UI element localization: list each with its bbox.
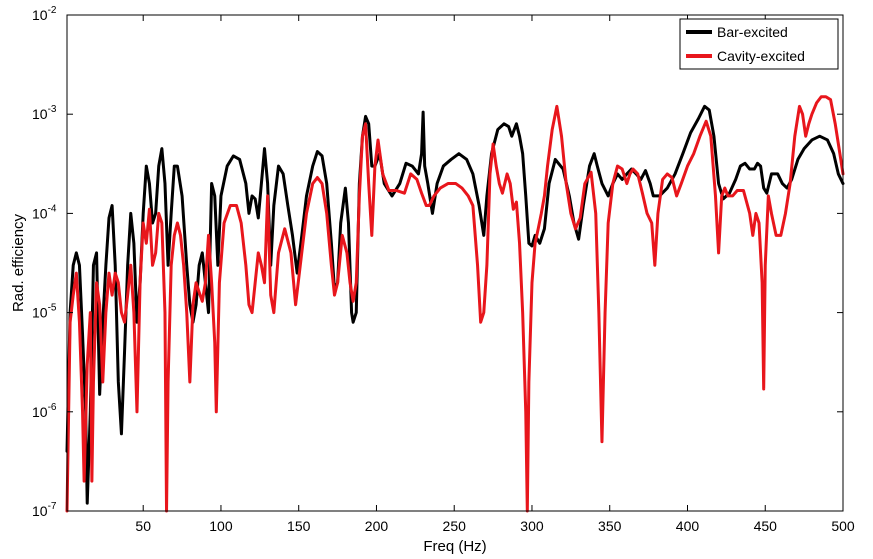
x-tick-label: 500: [831, 518, 855, 534]
y-tick-label: 10-3: [32, 104, 57, 122]
y-axis-title: Rad. efficiency: [10, 213, 27, 312]
x-tick-label: 350: [598, 518, 622, 534]
x-tick-label: 150: [287, 518, 311, 534]
y-tick-label: 10-2: [32, 5, 57, 23]
y-tick-label: 10-7: [32, 501, 57, 519]
x-tick-label: 250: [443, 518, 467, 534]
x-tick-label: 50: [135, 518, 151, 534]
series-layer: [65, 95, 845, 513]
legend-box: [679, 18, 839, 70]
tick-layer: 50 100 150 200 250 300 350 400 450 500 10-7 10-6 10-…: [32, 5, 855, 534]
x-tick-label: 100: [209, 518, 233, 534]
series-line-cavity-excited: [65, 95, 845, 513]
x-tick-label: 400: [676, 518, 700, 534]
x-tick-label: 300: [520, 518, 544, 534]
x-tick-label: 200: [365, 518, 389, 534]
y-tick-label: 10-4: [32, 203, 57, 221]
y-tick-label: 10-5: [32, 303, 57, 321]
plot-frame: [66, 14, 844, 512]
x-axis-title: Freq (Hz): [423, 538, 486, 555]
legend-label-bar-excited: Bar-excited: [717, 24, 788, 40]
y-tick-label: 10-6: [32, 402, 57, 420]
x-tick-label: 450: [754, 518, 778, 534]
legend: Bar-excited Cavity-excited: [679, 18, 839, 70]
legend-label-cavity-excited: Cavity-excited: [717, 48, 805, 64]
